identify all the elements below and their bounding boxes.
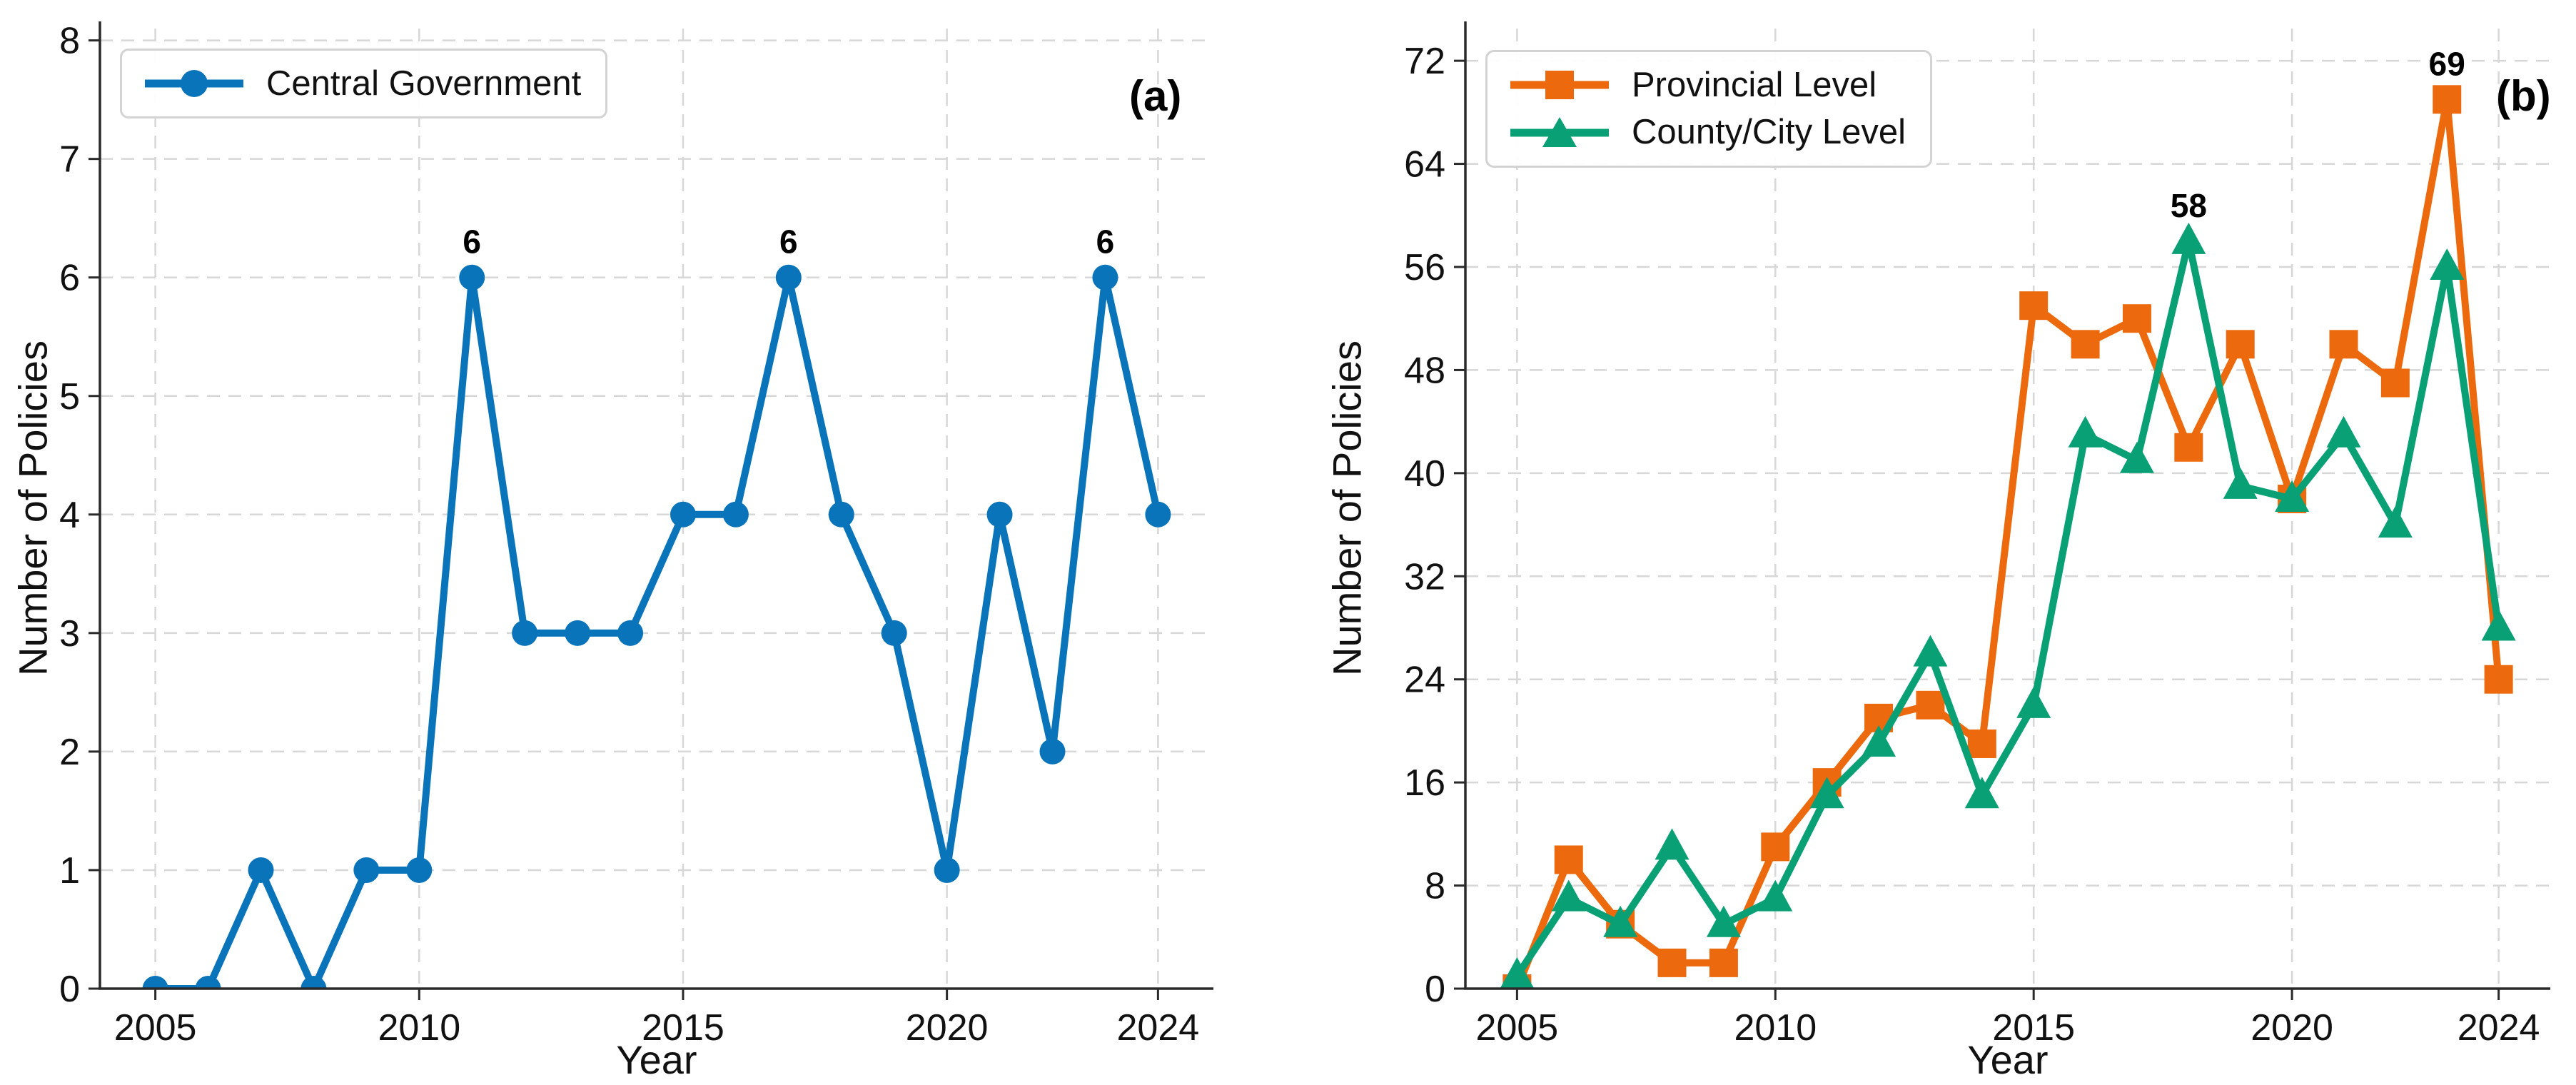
svg-text:1: 1: [59, 850, 80, 892]
panel-b-legend: Provincial Level County/City Level: [1485, 50, 1933, 168]
svg-text:64: 64: [1404, 144, 1445, 186]
panel-a-ylabel: Number of Policies: [10, 340, 56, 676]
svg-text:40: 40: [1404, 453, 1445, 495]
svg-text:8: 8: [1425, 866, 1445, 907]
line-circle-marker-icon: [145, 70, 243, 98]
panel-b-xlabel: Year: [1967, 1037, 2049, 1082]
svg-text:2005: 2005: [1476, 1007, 1559, 1049]
svg-text:48: 48: [1404, 350, 1445, 391]
svg-text:2005: 2005: [114, 1007, 197, 1049]
svg-text:5: 5: [59, 376, 80, 418]
panel-b: 2005 2010 2015 2020 2024 0 8 16 24 32 40 48 56 64 72 58…: [1291, 0, 2576, 1085]
svg-text:6: 6: [59, 258, 80, 299]
svg-text:2010: 2010: [1734, 1007, 1817, 1049]
svg-text:56: 56: [1404, 247, 1445, 288]
svg-text:0: 0: [1425, 969, 1445, 1010]
svg-text:69: 69: [2429, 45, 2465, 82]
svg-text:6: 6: [463, 223, 481, 261]
panel-b-line-chart: 2005 2010 2015 2020 2024 0 8 16 24 32 40 48 56 64 72 58…: [1404, 21, 2550, 1049]
legend-item-central-government: Central Government: [141, 64, 581, 104]
svg-text:3: 3: [59, 613, 80, 655]
svg-text:72: 72: [1404, 41, 1445, 82]
svg-text:2015: 2015: [1992, 1007, 2075, 1049]
panel-b-tag: (b): [2496, 72, 2551, 120]
svg-text:2020: 2020: [2251, 1007, 2333, 1049]
svg-text:8: 8: [59, 21, 80, 62]
panel-a-xlabel: Year: [616, 1037, 697, 1082]
panel-a-line-chart: 2005 2010 2015 2020 2024 0 1 2 3 4 5 6 7 8 6 6 6: [59, 21, 1213, 1049]
legend-label: Central Government: [266, 64, 582, 103]
legend-label: County/City Level: [1632, 113, 1906, 152]
svg-text:7: 7: [59, 139, 80, 181]
legend-label: Provincial Level: [1632, 66, 1877, 104]
svg-text:58: 58: [2171, 187, 2207, 224]
svg-text:2015: 2015: [642, 1007, 724, 1049]
svg-text:4: 4: [59, 495, 80, 536]
legend-item-county-city-level: County/City Level: [1506, 112, 1906, 152]
legend-item-provincial-level: Provincial Level: [1506, 65, 1906, 105]
panel-a: 2005 2010 2015 2020 2024 0 1 2 3 4 5 6 7 8 6 6 6 Central…: [0, 0, 1285, 1085]
svg-text:2: 2: [59, 732, 80, 773]
svg-text:2024: 2024: [2458, 1007, 2540, 1049]
svg-text:2020: 2020: [906, 1007, 989, 1049]
svg-text:32: 32: [1404, 556, 1445, 597]
line-triangle-marker-icon: [1510, 116, 1609, 147]
panel-a-tag: (a): [1129, 72, 1182, 120]
svg-text:24: 24: [1404, 660, 1445, 701]
svg-text:6: 6: [779, 223, 798, 261]
panel-b-ylabel: Number of Policies: [1324, 340, 1370, 676]
svg-text:2010: 2010: [378, 1007, 460, 1049]
svg-text:16: 16: [1404, 762, 1445, 804]
panel-a-legend: Central Government: [120, 49, 608, 119]
svg-text:2024: 2024: [1117, 1007, 1200, 1049]
line-square-marker-icon: [1510, 71, 1609, 100]
svg-text:0: 0: [59, 969, 80, 1010]
svg-text:6: 6: [1096, 223, 1115, 261]
